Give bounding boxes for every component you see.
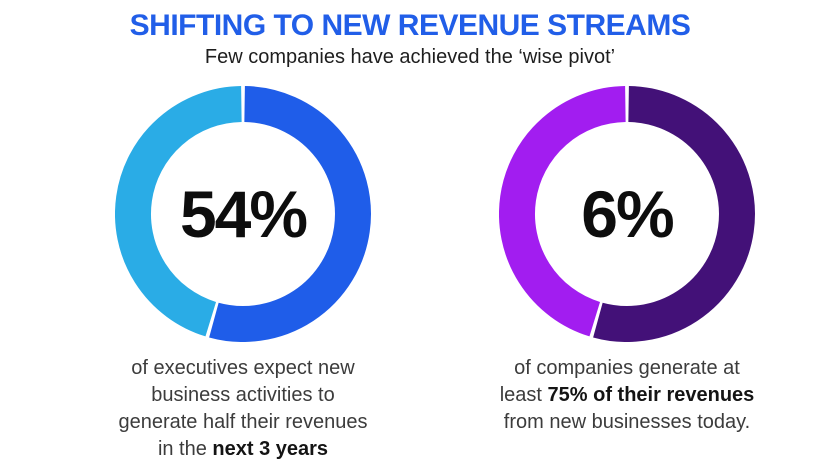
donut-segment-expect-new-revenue xyxy=(209,86,371,342)
donut-value-executives: 54% xyxy=(179,177,308,251)
caption-line: of companies generate at xyxy=(500,355,755,382)
caption-text: generate half their revenues xyxy=(118,411,368,433)
caption-line: of executives expect new xyxy=(118,355,367,382)
caption-line: in the next 3 years xyxy=(118,436,367,463)
donut-caption-companies: of companies generate at least 75% of the… xyxy=(500,355,755,436)
donut-segment-bright-remainder xyxy=(499,86,627,337)
caption-line: business activities to xyxy=(118,382,367,409)
caption-bold-text: next 3 years xyxy=(212,438,329,460)
donut-ring-wrap-executives: 54% xyxy=(115,86,371,342)
donut-ring-executives xyxy=(115,86,371,342)
donut-chart-executives: 54% of executives expect new business act… xyxy=(82,86,404,463)
donut-ring-companies xyxy=(499,86,755,342)
donut-segment-dark-majority xyxy=(593,86,755,342)
donut-caption-executives: of executives expect new business activit… xyxy=(118,355,367,463)
caption-text: from new businesses today. xyxy=(503,411,751,433)
charts-row: 54% of executives expect new business act… xyxy=(0,86,820,463)
caption-line: from new businesses today. xyxy=(500,409,755,436)
donut-segment-remainder xyxy=(115,86,243,337)
donut-value-companies: 6% xyxy=(581,177,674,251)
caption-text: least xyxy=(499,384,548,406)
page-title: SHIFTING TO NEW REVENUE STREAMS xyxy=(129,9,691,42)
caption-text: of executives expect new xyxy=(131,357,355,379)
page-subtitle: Few companies have achieved the ‘wise pi… xyxy=(204,46,616,68)
caption-line: least 75% of their revenues xyxy=(500,382,755,409)
caption-bold-text: 75% of their revenues xyxy=(547,384,755,406)
donut-chart-companies: 6% of companies generate at least 75% of … xyxy=(466,86,788,463)
caption-text: business activities to xyxy=(151,384,335,406)
caption-line: generate half their revenues xyxy=(118,409,367,436)
caption-text: of companies generate at xyxy=(514,357,740,379)
caption-text: in the xyxy=(157,438,213,460)
donut-ring-wrap-companies: 6% xyxy=(499,86,755,342)
